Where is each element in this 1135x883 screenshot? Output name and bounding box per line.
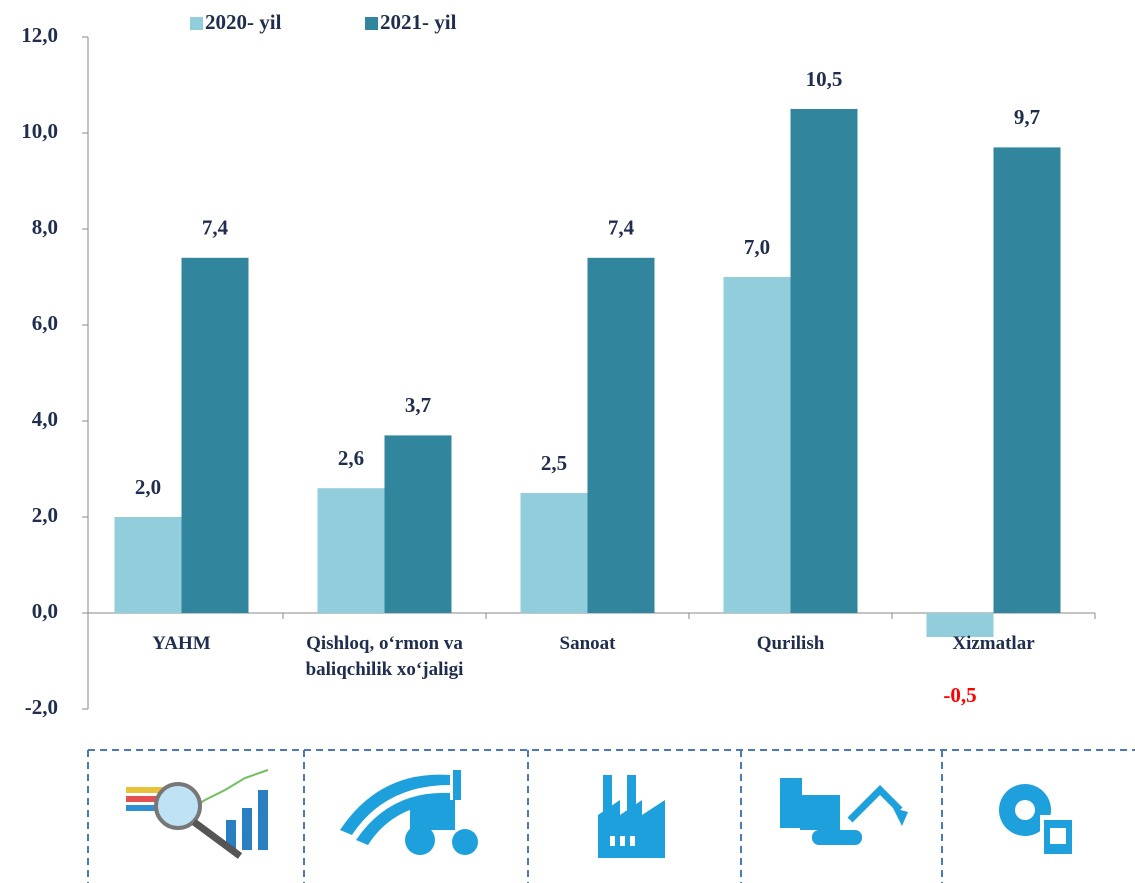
y-tick-label: 4,0 (32, 407, 58, 431)
y-tick-label: 10,0 (21, 119, 58, 143)
x-tick-label: Qishloq, o‘rmon va baliqchilik xo‘jaligi (305, 633, 464, 680)
value-label: 2,0 (135, 475, 161, 499)
legend-swatch (190, 17, 203, 30)
x-tick-label: Xizmatlar (952, 633, 1035, 654)
value-label: 7,0 (744, 235, 770, 259)
value-label: 7,4 (202, 216, 229, 240)
x-tick-label: Qurilish (756, 633, 825, 654)
x-tick-label: YAHM (152, 633, 211, 654)
y-tick-label: 6,0 (32, 311, 58, 335)
bar (587, 257, 655, 613)
bar (384, 435, 452, 613)
bar (926, 613, 994, 637)
legend-swatch (365, 17, 378, 30)
bar (317, 488, 385, 613)
y-tick-label: -2,0 (25, 695, 58, 719)
bar (723, 277, 791, 613)
icon-industry (598, 775, 665, 858)
value-label: 2,6 (338, 446, 364, 470)
value-label: 9,7 (1014, 105, 1040, 129)
y-tick-label: 8,0 (32, 215, 58, 239)
icon-panel (87, 749, 1135, 883)
bar (790, 109, 858, 613)
x-tick-label: Sanoat (559, 633, 616, 654)
bar (114, 517, 182, 613)
icon-agriculture (340, 770, 478, 855)
y-tick-label: 2,0 (32, 503, 58, 527)
value-label: 2,5 (541, 451, 567, 475)
icon-analytics (126, 769, 269, 859)
icon-construction (780, 778, 908, 845)
icon-services (999, 784, 1072, 855)
value-label: 10,5 (806, 67, 843, 91)
y-tick-label: 0,0 (32, 599, 58, 623)
legend-label: 2021- yil (380, 10, 457, 34)
value-label: 3,7 (405, 393, 431, 417)
bar (520, 493, 588, 613)
bar (993, 147, 1061, 613)
value-label: 7,4 (608, 216, 635, 240)
bar (181, 257, 249, 613)
value-label: -0,5 (943, 683, 976, 707)
y-tick-label: 12,0 (21, 23, 58, 47)
legend-label: 2020- yil (205, 10, 282, 34)
